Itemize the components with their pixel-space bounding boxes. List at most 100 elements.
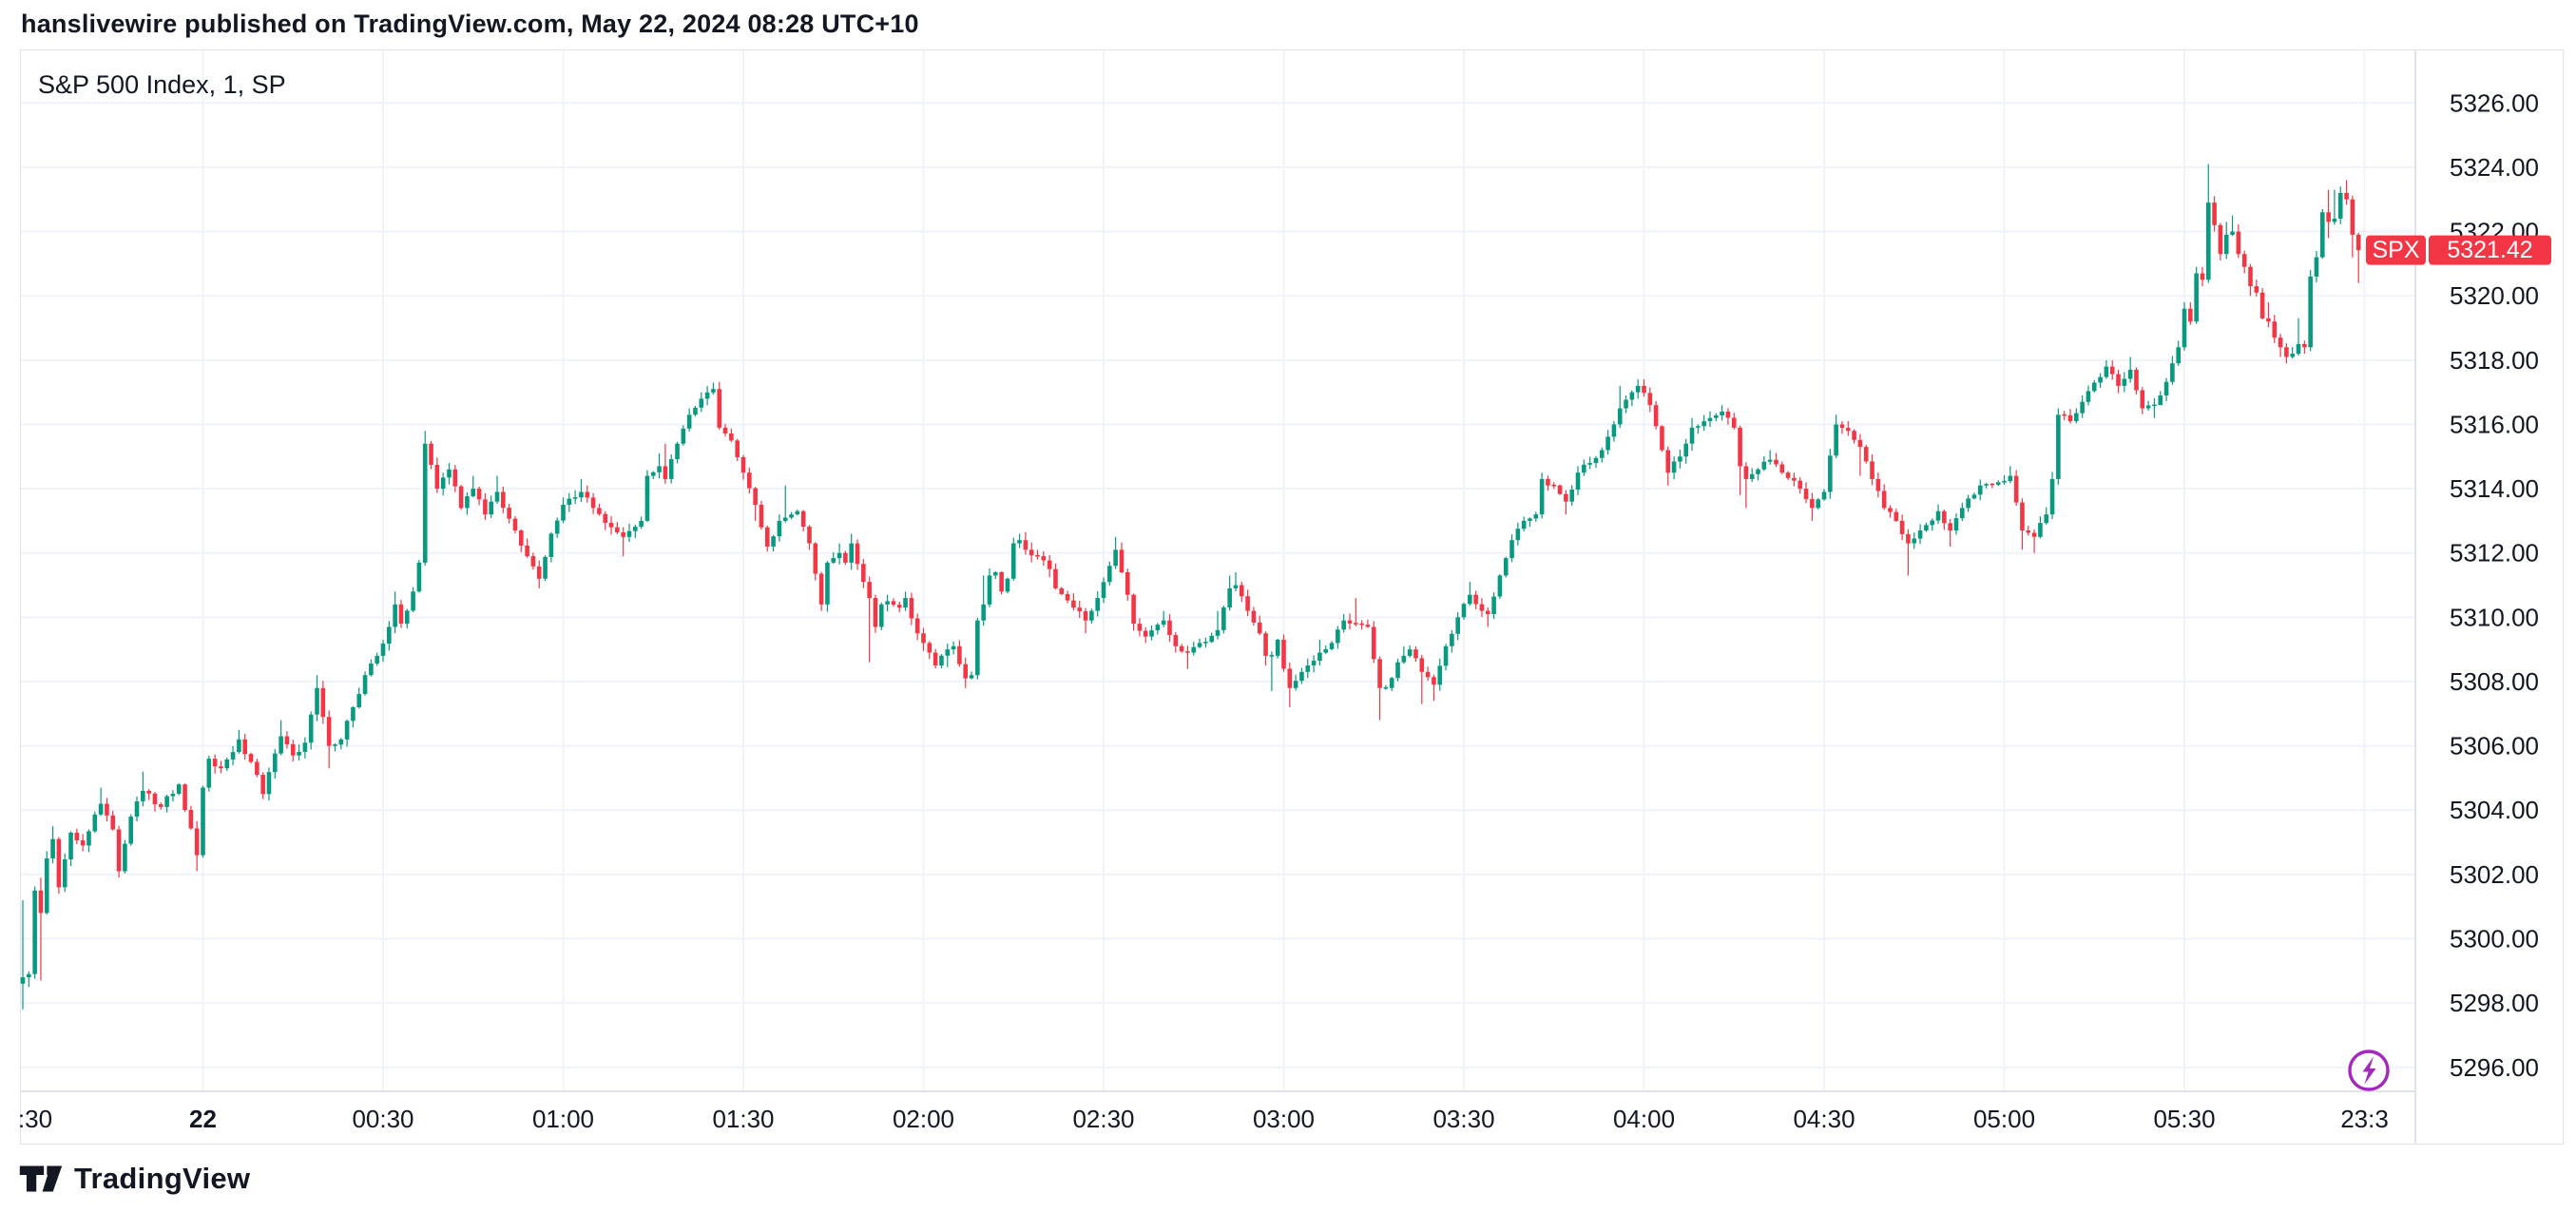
candle-body xyxy=(507,508,511,519)
candle-body xyxy=(2302,343,2307,348)
price-tick-label: 5296.00 xyxy=(2450,1053,2539,1082)
candle-body xyxy=(873,598,878,627)
candle-body xyxy=(80,840,86,846)
candle-body xyxy=(1215,629,1221,636)
candle-body xyxy=(1785,472,1791,478)
candle-body xyxy=(393,604,397,627)
candle-body xyxy=(740,456,746,473)
symbol-legend[interactable]: S&P 500 Index, 1, SP xyxy=(38,70,286,99)
candle-body xyxy=(1028,549,1034,556)
candle-body xyxy=(1311,660,1317,665)
candle-body xyxy=(201,787,205,856)
publish-attribution: hanslivewire published on TradingView.co… xyxy=(21,10,919,38)
candle-body xyxy=(1257,622,1262,634)
candle-body xyxy=(1515,529,1521,541)
candle-body xyxy=(1275,640,1280,656)
candle-body xyxy=(56,838,62,888)
candle-body xyxy=(951,645,956,650)
candle-body xyxy=(1336,629,1340,644)
candle-body xyxy=(1839,424,1845,429)
candle-body xyxy=(2344,192,2349,200)
candle-body xyxy=(146,790,151,794)
candle-body xyxy=(2212,202,2217,225)
candle-body xyxy=(512,518,518,531)
candle-body xyxy=(98,803,104,815)
candle-body xyxy=(608,522,614,528)
candle-body xyxy=(1533,514,1539,519)
candle-body xyxy=(579,491,584,498)
candle-body xyxy=(2254,286,2259,293)
boost-lightning-button[interactable] xyxy=(2348,1049,2390,1091)
time-axis[interactable]: :30 22 00:30 01:00 01:30 02:00 02:30 03:00 03:30… xyxy=(18,1105,2389,1133)
candle-body xyxy=(644,475,650,521)
candle-body xyxy=(398,604,404,625)
candle-body xyxy=(693,407,698,415)
candle-body xyxy=(1413,649,1418,659)
candle-body xyxy=(50,838,55,858)
candle-body xyxy=(1942,510,1947,524)
candle-body xyxy=(1173,635,1179,646)
candle-body xyxy=(1917,530,1923,539)
candle-body xyxy=(1948,523,1952,531)
candle-body xyxy=(717,389,722,428)
last-price-badge: SPX 5321.42 xyxy=(2366,235,2551,265)
candle-body xyxy=(2308,276,2313,348)
candle-body xyxy=(1287,668,1293,688)
candle-body xyxy=(164,796,169,807)
candle-body xyxy=(1720,411,1724,416)
candle-body xyxy=(1143,630,1148,637)
chart-plot-area[interactable] xyxy=(21,50,2415,1091)
candle-body xyxy=(1083,611,1088,621)
candle-body xyxy=(1047,560,1052,569)
candle-body xyxy=(170,794,176,797)
candle-body xyxy=(20,977,26,984)
candle-body xyxy=(813,543,818,574)
candle-body xyxy=(831,558,836,563)
candle-body xyxy=(759,504,764,528)
candle-body xyxy=(1899,520,1905,534)
time-tick-label: 01:30 xyxy=(712,1105,774,1133)
candle-body xyxy=(704,392,710,399)
price-tick-label: 5314.00 xyxy=(2450,474,2539,503)
candle-body xyxy=(1696,426,1701,428)
footer-brand[interactable]: TradingView xyxy=(19,1162,250,1196)
candle-body xyxy=(2098,376,2103,383)
candle-body xyxy=(2355,234,2361,251)
candle-body xyxy=(362,675,368,695)
candle-body xyxy=(525,545,529,557)
candle-body xyxy=(1432,677,1436,685)
candle-body xyxy=(2122,378,2127,386)
candle-body xyxy=(1155,625,1161,631)
candle-body xyxy=(885,601,890,605)
candle-body xyxy=(1305,664,1311,672)
candle-body xyxy=(2236,231,2241,255)
candle-body xyxy=(939,655,944,666)
candle-body xyxy=(782,517,788,521)
candle-body xyxy=(1389,678,1394,688)
candle-body xyxy=(1359,623,1364,626)
time-tick-label: 03:30 xyxy=(1432,1105,1494,1133)
candle-body xyxy=(1912,538,1917,544)
candle-body xyxy=(194,828,200,856)
candle-body xyxy=(1749,473,1755,479)
candle-body xyxy=(771,536,776,547)
candle-body xyxy=(1683,443,1689,457)
candle-body xyxy=(1635,385,1641,393)
price-axis[interactable]: 5326.005324.005322.005320.005318.005316.… xyxy=(2450,88,2539,1081)
candle-body xyxy=(501,491,506,509)
time-tick-label: 02:30 xyxy=(1072,1105,1134,1133)
candle-body xyxy=(2194,273,2199,322)
candle-body xyxy=(711,389,716,393)
candle-body xyxy=(1437,665,1443,685)
candle-body xyxy=(387,626,392,645)
candle-body xyxy=(1167,620,1172,636)
candle-body xyxy=(1203,642,1208,644)
time-tick-label: :30 xyxy=(18,1105,52,1133)
candle-body xyxy=(1509,540,1514,559)
candle-body xyxy=(1779,464,1785,473)
candle-body xyxy=(663,466,668,479)
price-tick-label: 5302.00 xyxy=(2450,860,2539,889)
candle-body xyxy=(1792,477,1797,481)
candle-body xyxy=(795,510,800,515)
